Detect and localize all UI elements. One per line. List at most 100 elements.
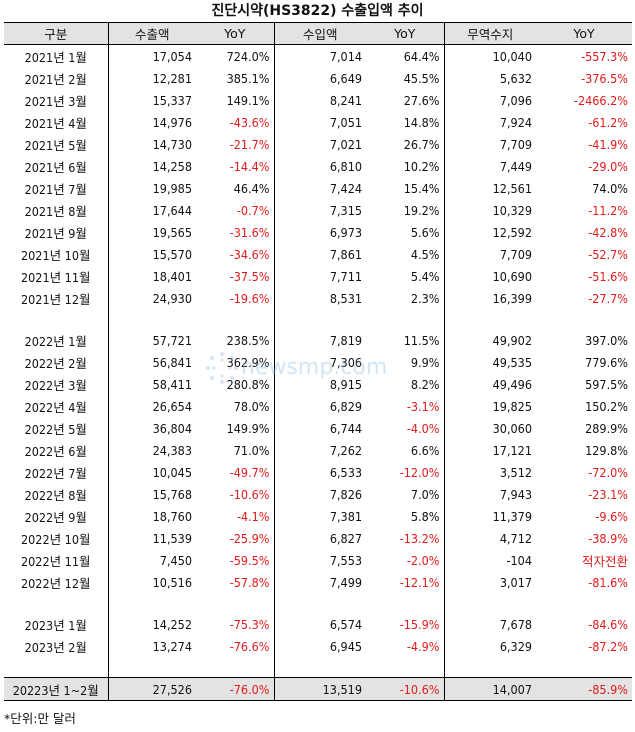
cell-period: 2021년 5월 [4,133,109,155]
cell-period: 20223년 1~2월 [4,677,109,701]
cell-import-yoy: 27.6% [366,89,445,111]
cell-export: 57,721 [152,332,192,348]
cell-export: 19,985 [152,180,192,196]
spacer-cell [366,593,445,613]
header-balance-yoy: YoY [536,22,632,45]
cell-balance-yoy: -376.5% [581,70,628,86]
cell-export-yoy: -59.5% [196,549,275,571]
cell-export: 15,337 [152,92,192,108]
cell-export: 15,768 [152,486,192,502]
cell-balance: 7,449 [499,158,532,174]
cell-import: 7,424 [329,180,362,196]
cell-export-yoy: -19.6% [196,287,275,309]
cell-import-yoy: 9.9% [366,351,445,373]
table-row: 2021년 2월 12,281 385.1% 6,649 45.5% 5,632 -376.… [4,67,632,89]
cell-import: 8,241 [329,92,362,108]
table-row: 2021년 11월 18,401 -37.5% 7,711 5.4% 10,690 -51.… [4,265,632,287]
header-export-yoy: YoY [196,22,275,45]
cell-period: 2022년 5월 [4,417,109,439]
table-row: 2023년 1월 14,252 -75.3% 6,574 -15.9% 7,678 -84.… [4,613,632,635]
cell-export-yoy: -57.8% [196,571,275,593]
cell-period: 2022년 8월 [4,483,109,505]
table-row: 2022년 11월 7,450 -59.5% 7,553 -2.0% -104 적자전환 [4,549,632,571]
cell-import: 7,014 [329,48,362,64]
cell-balance-yoy: -2466.2% [573,92,628,108]
cell-import-yoy: -3.1% [366,395,445,417]
cell-export: 18,401 [152,268,192,284]
cell-balance-yoy: -52.7% [588,246,628,262]
cell-balance-yoy: -87.2% [588,638,628,654]
cell-period: 2021년 6월 [4,155,109,177]
table-row: 2021년 5월 14,730 -21.7% 7,021 26.7% 7,709 -41.9… [4,133,632,155]
cell-export-yoy: -37.5% [196,265,275,287]
cell-period: 2021년 12월 [4,287,109,309]
cell-import: 6,827 [329,530,362,546]
cell-period: 2022년 4월 [4,395,109,417]
cell-balance-yoy: -51.6% [588,268,628,284]
table-row: 2021년 12월 24,930 -19.6% 8,531 2.3% 16,399 -27.… [4,287,632,309]
cell-import: 7,306 [329,354,362,370]
cell-period: 2022년 1월 [4,329,109,351]
cell-export-yoy: -25.9% [196,527,275,549]
cell-period: 2021년 10월 [4,243,109,265]
unit-footnote: *단위:만 달러 [4,711,76,726]
spacer-cell [444,657,536,678]
cell-import: 6,973 [329,224,362,240]
cell-import-yoy: 8.2% [366,373,445,395]
cell-period: 2022년 9월 [4,505,109,527]
cell-export: 14,730 [152,136,192,152]
cell-period: 2021년 8월 [4,199,109,221]
cell-import-yoy: 14.8% [366,111,445,133]
cell-import: 7,553 [329,552,362,568]
cell-import-yoy: 64.4% [366,44,445,67]
cell-balance-yoy: -41.9% [588,136,628,152]
table-row: 2021년 4월 14,976 -43.6% 7,051 14.8% 7,924 -61.2… [4,111,632,133]
cell-import: 7,315 [329,202,362,218]
table-row: 2021년 8월 17,644 -0.7% 7,315 19.2% 10,329 -11.2… [4,199,632,221]
cell-export: 26,654 [152,398,192,414]
cell-export-yoy: -31.6% [196,221,275,243]
cell-import-yoy: 26.7% [366,133,445,155]
cell-import-yoy: 7.0% [366,483,445,505]
cell-export: 14,252 [152,616,192,632]
table-body: 2021년 1월 17,054 724.0% 7,014 64.4% 10,040 -557… [4,44,632,701]
cell-period: 2022년 3월 [4,373,109,395]
cell-balance: 3,512 [499,464,532,480]
cell-export: 7,450 [159,552,192,568]
cell-export: 19,565 [152,224,192,240]
cell-balance-yoy: 74.0% [592,180,628,196]
cell-import: 6,574 [329,616,362,632]
cell-export-yoy: -76.0% [196,677,275,701]
cell-period: 2021년 4월 [4,111,109,133]
cell-import-yoy: -4.9% [366,635,445,657]
cell-export-yoy: 149.9% [196,417,275,439]
cell-import-yoy: -13.2% [366,527,445,549]
cell-import: 6,829 [329,398,362,414]
spacer-cell [4,309,109,329]
cell-balance-yoy: -29.0% [588,158,628,174]
cell-export: 36,804 [152,420,192,436]
cell-export-yoy: -14.4% [196,155,275,177]
cell-period: 2022년 11월 [4,549,109,571]
cell-export-yoy: -21.7% [196,133,275,155]
cell-import-yoy: 11.5% [366,329,445,351]
cell-balance: 12,592 [492,224,532,240]
cell-import: 7,021 [329,136,362,152]
spacer-cell [274,309,366,329]
cell-balance-yoy: 779.6% [585,354,628,370]
cell-export: 17,644 [152,202,192,218]
header-import-yoy: YoY [366,22,445,45]
cell-import-yoy: -2.0% [366,549,445,571]
cell-import: 8,915 [329,376,362,392]
cell-export-yoy: 280.8% [196,373,275,395]
cell-balance: 30,060 [492,420,532,436]
cell-export: 15,570 [152,246,192,262]
cell-import-yoy: -12.0% [366,461,445,483]
cell-export: 18,760 [152,508,192,524]
cell-import-yoy: 5.4% [366,265,445,287]
cell-period: 2022년 7월 [4,461,109,483]
cell-balance: 4,712 [499,530,532,546]
cell-period: 2023년 2월 [4,635,109,657]
cell-balance-yoy: -61.2% [588,114,628,130]
cell-export-yoy: 385.1% [196,67,275,89]
